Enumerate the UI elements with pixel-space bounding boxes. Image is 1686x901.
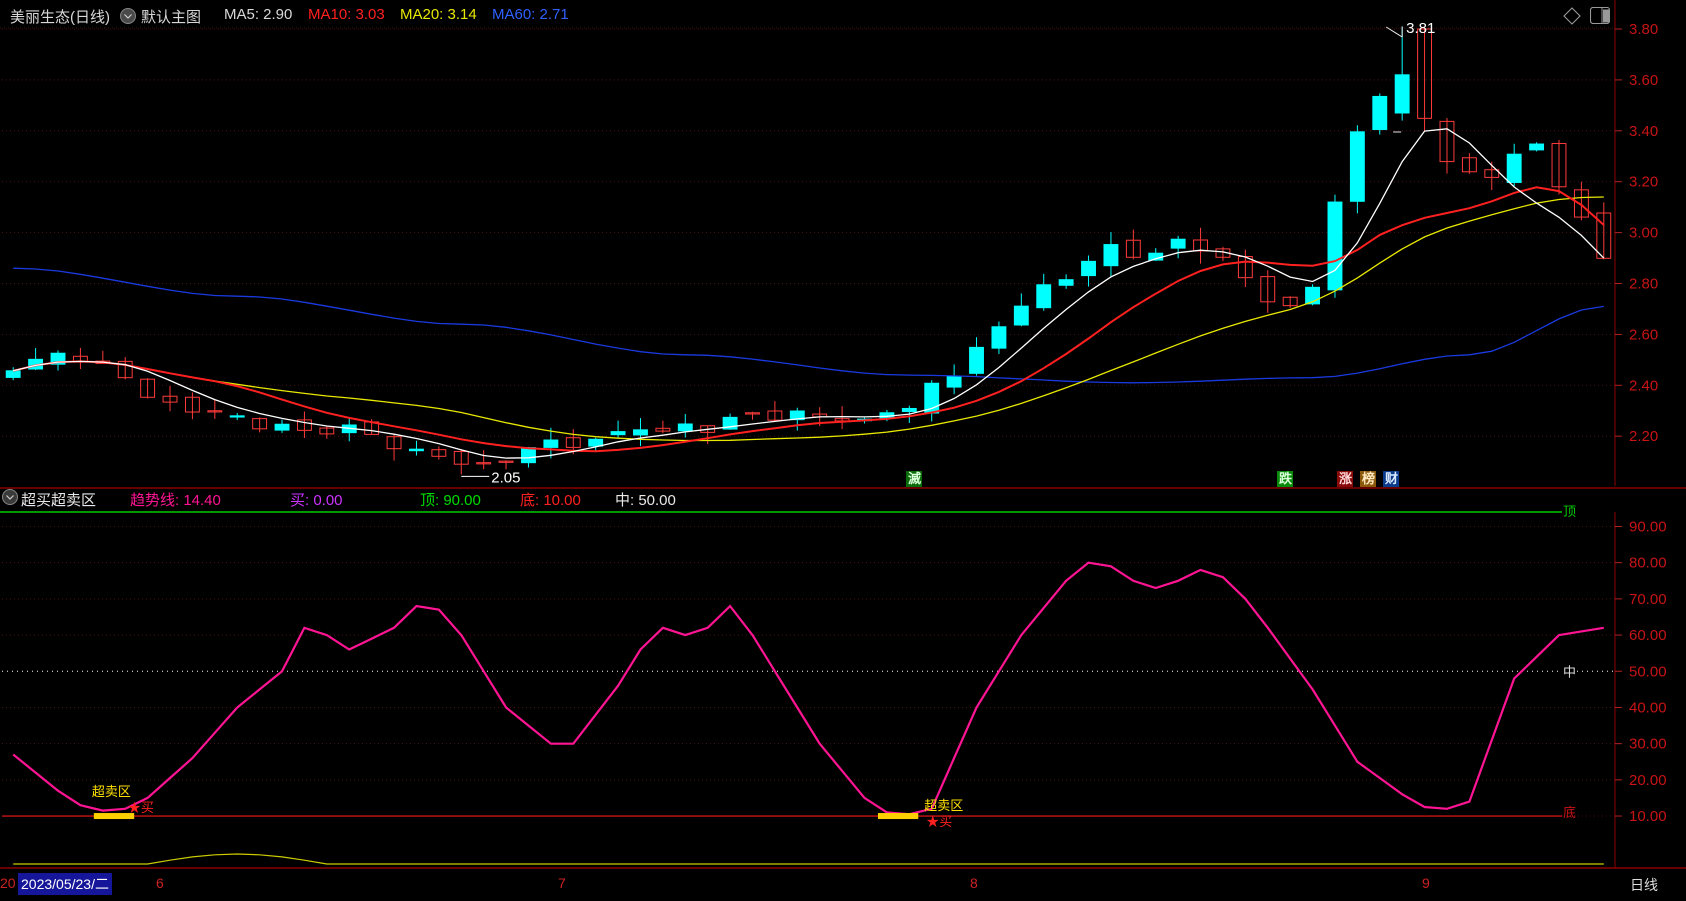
svg-text:★买: ★买 (926, 814, 952, 829)
svg-text:90.00: 90.00 (1629, 518, 1667, 535)
svg-text:30.00: 30.00 (1629, 736, 1667, 753)
svg-text:超卖区: 超卖区 (924, 798, 963, 813)
svg-text:3.80: 3.80 (1629, 21, 1658, 38)
svg-text:中: 中 (1563, 664, 1576, 679)
svg-text:2.20: 2.20 (1629, 428, 1658, 445)
svg-text:80.00: 80.00 (1629, 555, 1667, 572)
svg-text:顶: 顶 (1563, 504, 1576, 519)
svg-text:3.60: 3.60 (1629, 72, 1658, 89)
svg-text:滅: 滅 (908, 471, 921, 486)
svg-text:跌: 跌 (1279, 471, 1293, 486)
svg-text:60.00: 60.00 (1629, 627, 1667, 644)
svg-text:3.40: 3.40 (1629, 123, 1658, 140)
svg-text:3.00: 3.00 (1629, 225, 1658, 242)
svg-text:★买: ★买 (128, 800, 154, 815)
svg-text:2.60: 2.60 (1629, 326, 1658, 343)
svg-text:2.40: 2.40 (1629, 377, 1658, 394)
svg-text:涨: 涨 (1338, 471, 1352, 486)
svg-text:2.80: 2.80 (1629, 276, 1658, 293)
svg-text:3.81: 3.81 (1406, 20, 1435, 37)
svg-text:10.00: 10.00 (1629, 808, 1667, 825)
svg-text:财: 财 (1385, 471, 1398, 486)
svg-text:底: 底 (1563, 805, 1576, 820)
svg-text:3.20: 3.20 (1629, 174, 1658, 191)
svg-text:榜: 榜 (1362, 471, 1375, 486)
svg-text:50.00: 50.00 (1629, 663, 1667, 680)
svg-text:40.00: 40.00 (1629, 699, 1667, 716)
svg-text:超卖区: 超卖区 (92, 784, 131, 799)
svg-text:2.05: 2.05 (491, 469, 520, 486)
svg-text:70.00: 70.00 (1629, 591, 1667, 608)
svg-text:20.00: 20.00 (1629, 772, 1667, 789)
